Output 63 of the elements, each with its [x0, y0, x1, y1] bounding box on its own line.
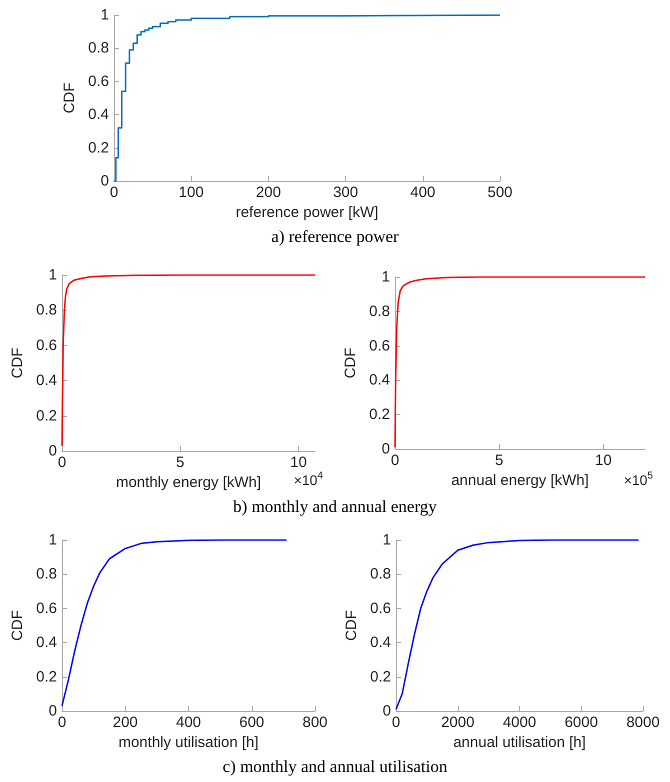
line-series — [395, 539, 640, 710]
x-tick-label: 500 — [487, 184, 513, 201]
y-tick-label: 0.6 — [88, 72, 109, 90]
y-tick-label: 0.6 — [36, 600, 57, 617]
y-tick-label: 0.2 — [88, 139, 109, 156]
y-axis-title: CDF — [343, 610, 360, 641]
y-tick-label: 0.4 — [370, 634, 391, 652]
x-tick-label: 400 — [176, 714, 202, 731]
x-tick-label: 800 — [302, 714, 328, 731]
x-tick-label: 100 — [178, 184, 204, 201]
y-tick-label: 0 — [382, 440, 390, 458]
x-tick-label: 4000 — [502, 714, 536, 731]
y-tick-label: 0.8 — [36, 566, 57, 583]
x-tick-label: 6000 — [564, 714, 598, 731]
y-axis-title: CDF — [342, 348, 360, 378]
y-tick-label: 0.6 — [370, 600, 391, 617]
text: c) monthly and annual utilisation — [222, 757, 448, 777]
x-tick-label: 600 — [239, 714, 264, 731]
x-tick-label: 200 — [112, 714, 138, 731]
x-axis-title: annual energy [kWh] — [451, 472, 589, 489]
y-axis-title: CDF — [9, 610, 26, 641]
y-tick-label: 0.2 — [36, 668, 57, 686]
y-tick-label: 1 — [48, 266, 57, 284]
y-tick-label: 0.2 — [36, 407, 57, 424]
y-tick-label: 1 — [48, 532, 57, 548]
x-tick-label: 300 — [333, 184, 358, 201]
x-tick-label: 8000 — [626, 714, 660, 731]
y-tick-label: 0.2 — [369, 406, 390, 424]
text: a) reference power — [270, 227, 400, 247]
x-tick-label: 10 — [290, 454, 307, 471]
y-tick-label: 0.4 — [88, 106, 109, 124]
x-tick-label: 2000 — [441, 714, 474, 731]
x-tick-label: 200 — [256, 184, 281, 201]
y-tick-label: 0 — [48, 702, 57, 720]
line-series — [61, 274, 316, 446]
x-tick-label: 5 — [494, 452, 504, 469]
y-tick-label: 0.4 — [36, 372, 57, 390]
x-tick-label: 10 — [594, 452, 612, 469]
y-tick-label: 0.8 — [36, 302, 57, 319]
y-tick-label: 0.2 — [370, 668, 391, 686]
y-tick-label: 0.6 — [369, 337, 390, 354]
y-tick-label: 0.6 — [36, 336, 57, 354]
y-tick-label: 0.8 — [369, 302, 390, 320]
y-tick-label: 0 — [100, 172, 109, 190]
y-axis-title: CDF — [61, 82, 78, 114]
y-tick-label: 0.4 — [36, 634, 57, 652]
y-axis-title: CDF — [9, 348, 26, 378]
x-axis-title: annual utilisation [h] — [453, 734, 586, 751]
y-tick-label: 0.8 — [88, 40, 109, 57]
x-tick-label: 5 — [176, 454, 184, 471]
line-series — [394, 276, 646, 448]
x-axis-title: reference power [kW] — [236, 204, 378, 221]
y-tick-label: 1 — [382, 268, 390, 286]
text: b) monthly and annual energy — [232, 497, 438, 517]
y-tick-label: 1 — [382, 532, 391, 548]
y-tick-label: 1 — [100, 6, 109, 24]
x-axis-title: monthly utilisation [h] — [118, 734, 259, 751]
line-series — [61, 539, 288, 707]
x-axis-title: monthly energy [kWh] — [116, 474, 262, 491]
y-tick-label: 0 — [382, 702, 391, 720]
y-tick-label: 0.4 — [369, 372, 390, 389]
y-tick-label: 0.8 — [370, 566, 391, 583]
x-tick-label: 400 — [410, 184, 436, 201]
